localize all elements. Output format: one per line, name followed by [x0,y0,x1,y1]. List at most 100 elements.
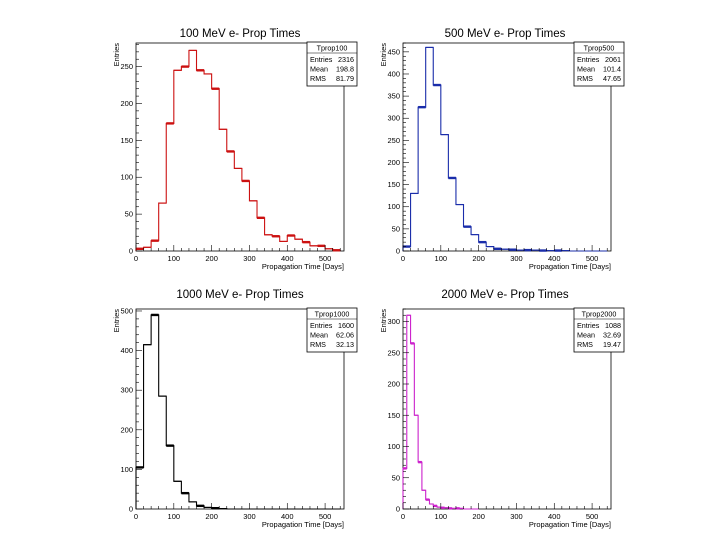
stats-mean-value: 101.4 [603,65,621,74]
stats-rms-label: RMS [310,74,326,83]
stats-entries-label: Entries [310,321,333,330]
stats-rms-value: 32.13 [336,340,354,349]
x-tick-label: 400 [281,254,294,263]
y-tick-label: 200 [387,380,400,389]
x-tick-label: 400 [548,512,561,521]
stats-name: Tprop500 [584,44,615,53]
y-tick-label: 300 [387,317,400,326]
stats-entries-label: Entries [577,321,600,330]
stats-rms-value: 81.79 [336,74,354,83]
stats-entries-value: 1088 [605,321,621,330]
x-tick-label: 500 [586,512,599,521]
x-tick-label: 0 [134,512,138,521]
stats-mean-value: 62.06 [336,331,354,340]
x-tick-label: 100 [435,512,448,521]
histogram-panel-1: 100 MeV e- Prop Times 0 100 200 300 400 500 0 50… [112,28,358,271]
y-tick-label: 0 [129,247,133,256]
y-tick-label: 400 [120,346,133,355]
x-axis-label: Propagation Time [Days] [262,520,344,529]
y-tick-label: 200 [120,425,133,434]
y-tick-label: 300 [120,386,133,395]
y-tick-label: 50 [392,224,400,233]
y-tick-label: 250 [387,348,400,357]
stats-mean-value: 32.69 [603,331,621,340]
chart-title: 500 MeV e- Prop Times [445,28,566,40]
x-axis-label: Propagation Time [Days] [529,520,611,529]
y-tick-label: 0 [396,247,400,256]
stats-rms-value: 47.65 [603,74,621,83]
y-tick-label: 400 [387,69,400,78]
stats-rms-label: RMS [577,340,593,349]
y-tick-label: 200 [120,99,133,108]
x-tick-label: 100 [435,254,448,263]
y-tick-label: 100 [387,442,400,451]
x-tick-label: 100 [168,512,181,521]
stats-rms-label: RMS [577,74,593,83]
y-tick-label: 0 [129,505,133,514]
y-axis-label: Entries [112,309,121,333]
stats-entries-label: Entries [577,55,600,64]
chart-title: 100 MeV e- Prop Times [180,28,301,40]
stats-mean-value: 198.8 [336,65,354,74]
x-axis-label: Propagation Time [Days] [529,262,611,271]
x-tick-label: 0 [401,254,405,263]
y-tick-label: 50 [392,473,400,482]
y-tick-label: 0 [396,505,400,514]
stats-rms-value: 19.47 [603,340,621,349]
stats-entries-value: 1600 [338,321,354,330]
x-tick-label: 300 [510,512,523,521]
stats-entries-value: 2316 [338,55,354,64]
x-tick-label: 200 [205,512,218,521]
x-tick-label: 500 [319,512,332,521]
stats-mean-label: Mean [310,65,328,74]
x-tick-label: 300 [243,512,256,521]
x-tick-label: 300 [243,254,256,263]
y-tick-label: 100 [387,202,400,211]
y-tick-label: 100 [120,465,133,474]
x-tick-label: 200 [472,512,485,521]
histogram-panel-4: 2000 MeV e- Prop Times 0 100 200 300 400 500 0 5… [379,289,625,529]
y-tick-label: 450 [387,47,400,56]
y-tick-label: 150 [387,180,400,189]
chart-title: 1000 MeV e- Prop Times [176,289,303,301]
stats-box [306,307,358,353]
x-tick-label: 200 [205,254,218,263]
stats-mean-label: Mean [577,331,595,340]
y-tick-label: 250 [387,136,400,145]
x-tick-label: 400 [548,254,561,263]
y-axis-label: Entries [379,309,388,333]
x-tick-label: 400 [281,512,294,521]
histogram-panel-2: 500 MeV e- Prop Times 0 100 200 300 400 500 0 50… [379,28,625,271]
plot-frame [402,42,612,252]
x-tick-label: 500 [586,254,599,263]
histogram-panel-3: 1000 MeV e- Prop Times 0 100 200 300 400 500 0 1… [112,289,358,529]
y-tick-label: 300 [387,114,400,123]
stats-name: Tprop1000 [315,310,350,319]
x-tick-label: 500 [319,254,332,263]
y-tick-label: 250 [120,62,133,71]
y-tick-label: 200 [387,158,400,167]
y-tick-label: 150 [387,411,400,420]
x-tick-label: 200 [472,254,485,263]
x-axis-label: Propagation Time [Days] [262,262,344,271]
stats-name: Tprop100 [317,44,348,53]
x-tick-label: 100 [168,254,181,263]
y-axis-label: Entries [379,43,388,67]
y-tick-label: 50 [125,210,133,219]
y-axis-label: Entries [112,43,121,67]
stats-box [306,41,358,87]
y-tick-label: 100 [120,173,133,182]
x-tick-label: 0 [134,254,138,263]
x-tick-label: 0 [401,512,405,521]
y-tick-label: 500 [120,306,133,315]
x-tick-label: 300 [510,254,523,263]
stats-box [573,307,625,353]
stats-mean-label: Mean [310,331,328,340]
stats-name: Tprop2000 [582,310,617,319]
y-tick-label: 350 [387,92,400,101]
stats-mean-label: Mean [577,65,595,74]
stats-entries-value: 2061 [605,55,621,64]
plot-frame [135,42,345,252]
stats-entries-label: Entries [310,55,333,64]
